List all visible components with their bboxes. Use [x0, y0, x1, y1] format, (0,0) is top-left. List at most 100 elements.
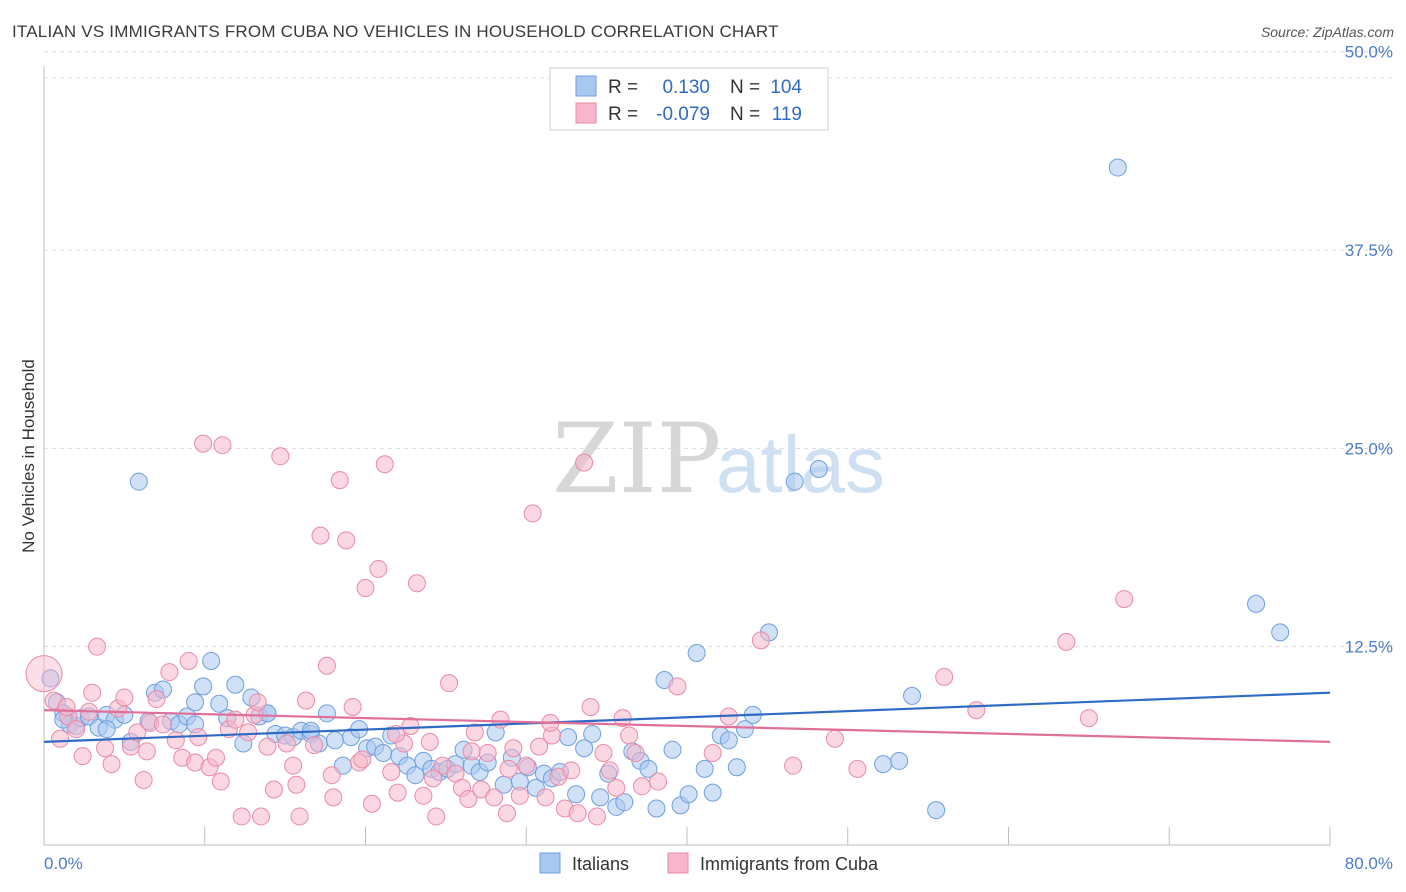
point-series-1-14 — [134, 770, 153, 789]
legend-swatch-cuba — [575, 102, 597, 124]
point-series-1-97 — [784, 756, 803, 775]
point-series-1-94 — [703, 743, 722, 762]
point-series-1-29 — [232, 807, 251, 826]
point-series-1-8 — [96, 739, 115, 758]
point-series-0-68 — [583, 724, 602, 743]
point-series-0-98 — [1271, 623, 1290, 642]
point-series-1-86 — [600, 761, 619, 780]
point-series-1-17 — [153, 715, 172, 734]
point-series-0-95 — [890, 751, 909, 770]
point-series-1-21 — [179, 651, 198, 670]
point-series-1-106 — [83, 683, 102, 702]
point-series-0-46 — [406, 766, 425, 785]
point-series-1-50 — [369, 559, 388, 578]
point-series-1-45 — [337, 531, 356, 550]
point-series-1-68 — [485, 788, 504, 807]
point-series-1-115 — [424, 769, 443, 788]
point-series-1-59 — [427, 807, 446, 826]
point-series-1-87 — [607, 778, 626, 797]
point-series-1-49 — [362, 794, 381, 813]
point-series-1-38 — [290, 807, 309, 826]
chart-title: ITALIAN VS IMMIGRANTS FROM CUBA NO VEHIC… — [12, 22, 779, 41]
point-series-1-16 — [147, 690, 166, 709]
point-series-1-7 — [88, 637, 107, 656]
legend-n-value-2: 119 — [772, 104, 802, 125]
point-series-0-12 — [129, 472, 148, 491]
y-tick-labels: 12.5% 25.0% 37.5% 50.0% — [1345, 43, 1393, 657]
points-layer — [25, 158, 1290, 826]
point-series-1-83 — [581, 697, 600, 716]
point-series-0-97 — [1247, 594, 1266, 613]
point-series-1-4 — [67, 720, 86, 739]
point-series-0-22 — [210, 694, 229, 713]
point-series-1-52 — [382, 763, 401, 782]
point-series-1-116 — [462, 742, 481, 761]
point-series-0-91 — [809, 459, 828, 478]
point-series-1-67 — [478, 743, 497, 762]
point-series-0-82 — [695, 759, 714, 778]
point-series-1-73 — [517, 756, 536, 775]
point-series-1-107 — [137, 742, 156, 761]
point-series-1-99 — [848, 759, 867, 778]
legend-swatch-italians — [575, 75, 597, 97]
point-series-1-34 — [264, 780, 283, 799]
point-series-0-36 — [325, 731, 344, 750]
point-series-0-78 — [663, 740, 682, 759]
point-series-1-36 — [277, 734, 296, 753]
bottom-legend: Italians Immigrants from Cuba — [539, 852, 879, 874]
point-series-0-83 — [703, 783, 722, 802]
point-series-0-42 — [374, 743, 393, 762]
point-series-1-2 — [51, 729, 70, 748]
point-series-1-55 — [401, 717, 420, 736]
point-series-1-41 — [311, 526, 330, 545]
x-tick-marks — [43, 827, 1331, 845]
source-label: Source: ZipAtlas.com — [1260, 24, 1394, 40]
point-series-1-70 — [497, 804, 516, 823]
point-series-0-90 — [785, 472, 804, 491]
point-series-1-71 — [504, 739, 523, 758]
point-series-0-86 — [727, 758, 746, 777]
bottom-legend-swatch-cuba — [667, 852, 689, 874]
point-series-1-104 — [1115, 590, 1134, 609]
point-series-1-9 — [102, 755, 121, 774]
point-series-1-113 — [353, 750, 372, 769]
y-axis-label: No Vehicles in Household — [19, 359, 38, 553]
point-series-1-103 — [1079, 709, 1098, 728]
point-series-1-19 — [166, 731, 185, 750]
point-series-1-66 — [472, 780, 491, 799]
point-series-1-26 — [213, 436, 232, 455]
point-series-1-100 — [935, 667, 954, 686]
trend-layer — [43, 691, 1331, 743]
point-series-1-13 — [128, 723, 147, 742]
point-series-1-85 — [594, 743, 613, 762]
point-series-1-76 — [536, 788, 555, 807]
point-series-1-42 — [317, 656, 336, 675]
bottom-legend-label-cuba: Immigrants from Cuba — [700, 854, 879, 874]
point-series-1-90 — [626, 743, 645, 762]
legend-r-label-2: R = — [608, 104, 638, 125]
watermark-atlas: atlas — [716, 420, 885, 509]
point-series-1-109 — [211, 772, 230, 791]
point-series-0-85 — [719, 731, 738, 750]
point-series-1-65 — [465, 723, 484, 742]
legend-n-value-1: 104 — [770, 77, 802, 98]
point-series-1-57 — [414, 786, 433, 805]
point-series-0-93 — [927, 801, 946, 820]
point-series-1-0 — [25, 655, 63, 693]
point-series-0-35 — [317, 704, 336, 723]
point-series-1-44 — [330, 471, 349, 490]
y-tick-label-1: 25.0% — [1345, 439, 1393, 458]
point-series-1-80 — [562, 761, 581, 780]
point-series-1-37 — [284, 756, 303, 775]
point-series-1-92 — [649, 772, 668, 791]
point-series-1-81 — [568, 804, 587, 823]
point-series-0-75 — [639, 759, 658, 778]
point-series-1-33 — [258, 737, 277, 756]
point-series-0-66 — [567, 785, 586, 804]
point-series-1-98 — [825, 729, 844, 748]
legend-n-label-1: N = — [730, 77, 760, 98]
point-series-0-0 — [41, 669, 60, 688]
point-series-0-92 — [903, 686, 922, 705]
point-series-1-88 — [613, 709, 632, 728]
point-series-1-11 — [115, 688, 134, 707]
